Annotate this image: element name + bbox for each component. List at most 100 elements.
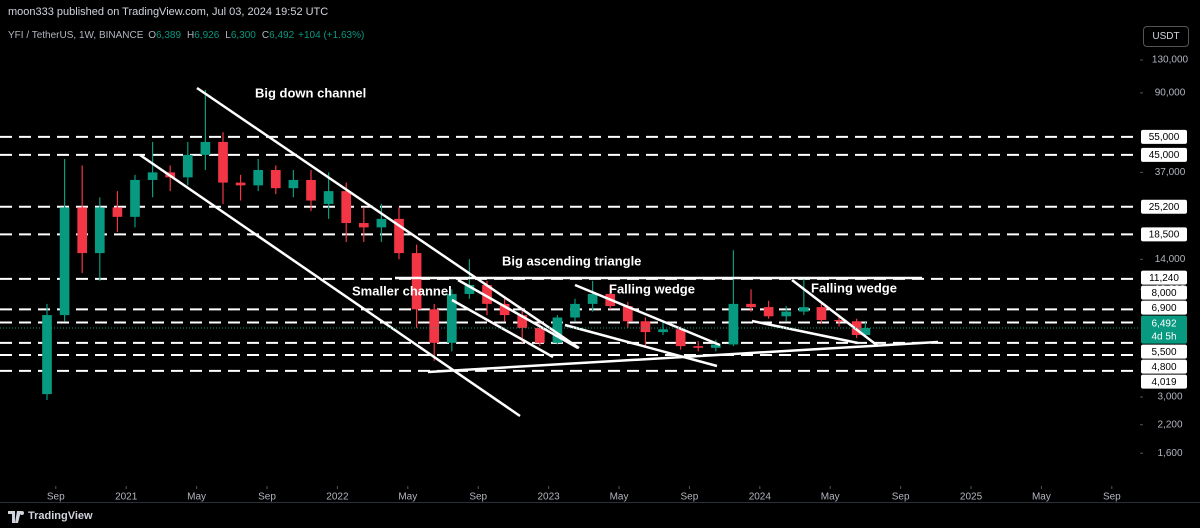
x-tick-label: Sep	[1103, 492, 1121, 503]
last-price-label: 6,492	[1151, 318, 1176, 329]
x-tick-label: May	[1032, 492, 1051, 503]
level-label: 6,900	[1151, 303, 1176, 314]
candle-body	[482, 285, 492, 304]
candle-body	[429, 309, 440, 343]
candle-body	[394, 218, 404, 254]
candle-body	[147, 172, 158, 180]
candle-body	[182, 154, 193, 178]
trend-line	[139, 153, 521, 418]
y-tick-label: 14,000	[1155, 254, 1186, 265]
x-tick-label: 2023	[537, 492, 560, 503]
annotation: Falling wedge	[811, 280, 897, 295]
trend-line	[457, 278, 579, 350]
annotation: Smaller channel	[352, 283, 452, 298]
candle-body	[358, 223, 369, 228]
x-tick-label: Sep	[47, 492, 65, 503]
x-tick-label: May	[187, 492, 206, 503]
y-tick-label: 130,000	[1152, 55, 1189, 66]
currency-button[interactable]: USDT	[1143, 26, 1189, 47]
candle-body	[94, 207, 105, 254]
axes: Sep 2021 May Sep 2022 May Sep 2023 May Sep 2024 May…	[0, 55, 1189, 503]
x-tick-label: Sep	[469, 492, 487, 503]
candle-body	[218, 141, 228, 183]
ohlc-key: H	[187, 30, 195, 41]
symbol: YFI / TetherUS, 1W, BINANCE	[8, 30, 144, 41]
candle-body	[112, 207, 123, 217]
candle-body	[235, 182, 246, 186]
candle-body	[288, 179, 299, 189]
candle-body	[728, 303, 739, 345]
candle-body	[446, 293, 457, 343]
ohlc-key: L	[225, 30, 231, 41]
candle-body	[693, 346, 704, 348]
annotation: Big ascending triangle	[502, 253, 641, 268]
ohlc-value: 6,300	[230, 30, 256, 41]
ohlc-value: 6,389	[155, 30, 182, 41]
level-label-bg	[1141, 199, 1187, 214]
level-label: 25,200	[1149, 202, 1180, 213]
candle-body	[517, 315, 528, 328]
candle-body	[587, 293, 598, 304]
y-tick-label: 3,000	[1157, 392, 1182, 403]
trend-line	[451, 298, 554, 359]
level-label: 4,019	[1151, 377, 1176, 388]
last-price-bg	[1141, 315, 1187, 344]
candle-body	[763, 307, 774, 317]
annotations: Big down channel Smaller channel Big asc…	[255, 85, 897, 298]
candle-body	[658, 329, 668, 333]
candle-body	[130, 179, 140, 217]
x-tick-label: 2022	[326, 492, 349, 503]
trend-line	[751, 319, 859, 345]
ohlc-value: 6,926	[194, 30, 220, 41]
level-label: 18,500	[1149, 229, 1180, 240]
candle-body	[640, 321, 651, 333]
level-label-bg	[1141, 300, 1187, 315]
countdown: 4d 5h	[1151, 331, 1176, 342]
candle-body	[499, 303, 510, 316]
level-label-bg	[1141, 270, 1187, 285]
candle-body	[464, 285, 475, 294]
y-tick-label: 90,000	[1155, 88, 1186, 99]
candle-body	[200, 141, 211, 155]
drawings-layer	[139, 86, 939, 418]
candle-body	[622, 306, 633, 322]
level-label: 5,500	[1151, 347, 1176, 358]
candle-body	[834, 319, 844, 322]
candle-body	[675, 329, 686, 347]
candle-body	[860, 327, 871, 336]
trend-line	[196, 86, 580, 350]
x-tick-label: Sep	[258, 492, 276, 503]
candle-body	[376, 218, 387, 228]
y-tick-label: 2,200	[1157, 419, 1182, 430]
level-label: 45,000	[1149, 150, 1180, 161]
x-tick-label: 2024	[749, 492, 772, 503]
brand-logo	[8, 511, 24, 523]
candles-layer	[42, 89, 871, 401]
level-label-bg	[1141, 285, 1187, 300]
level-label-bg	[1141, 344, 1187, 359]
brand: TradingView	[28, 510, 93, 522]
ohlc-key: C	[261, 30, 270, 41]
candle-body	[77, 207, 88, 254]
price-axis-bg	[1140, 0, 1200, 502]
level-label: 55,000	[1149, 132, 1180, 143]
level-label-bg	[1141, 374, 1187, 389]
candle-body	[59, 207, 70, 316]
candle-body	[42, 315, 52, 395]
candle-body	[534, 327, 545, 343]
candle-body	[411, 253, 422, 310]
x-tick-label: 2021	[115, 492, 138, 503]
x-tick-label: May	[821, 492, 840, 503]
annotation: Falling wedge	[609, 281, 695, 296]
candle-body	[306, 179, 316, 201]
ohlc-value: 6,492	[269, 30, 295, 41]
candle-body	[253, 169, 264, 186]
level-label-bg	[1141, 147, 1187, 162]
candle-body	[798, 307, 809, 312]
candle-body	[746, 303, 756, 308]
symbol-line: YFI / TetherUS, 1W, BINANCE O6,389 H6,926…	[8, 30, 368, 41]
candle-body	[323, 191, 334, 204]
level-label: 8,000	[1151, 288, 1176, 299]
x-tick-label: Sep	[681, 492, 699, 503]
